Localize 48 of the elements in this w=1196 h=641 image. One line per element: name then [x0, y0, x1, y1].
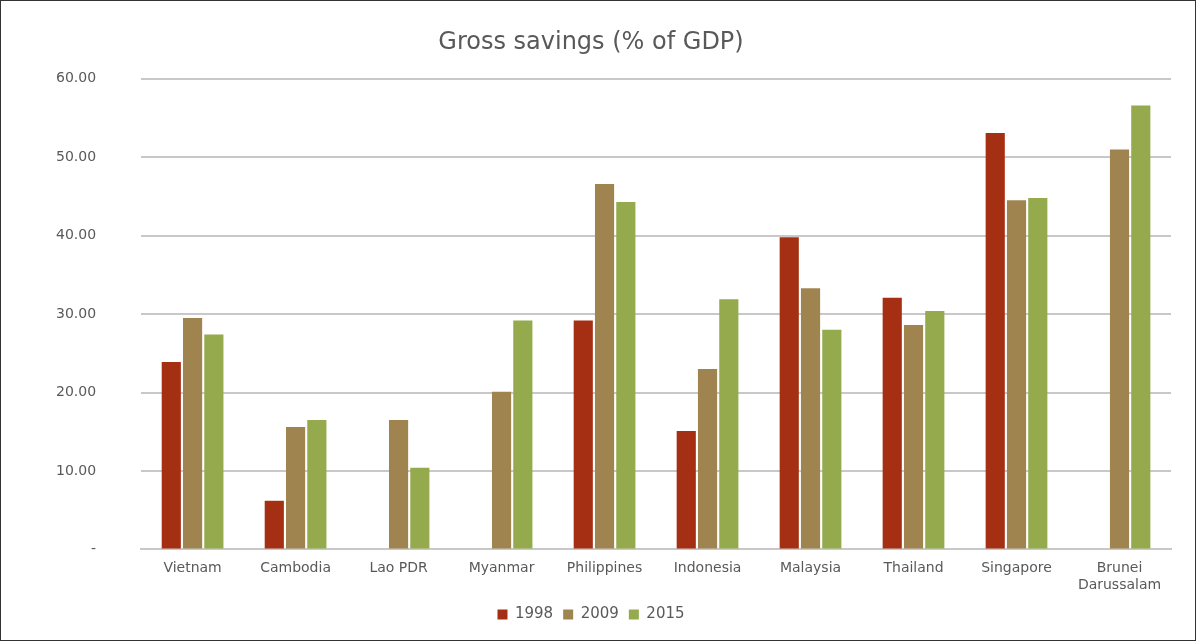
y-tick-label: 40.00: [55, 226, 97, 243]
chart-title: Gross savings (% of GDP): [438, 26, 744, 55]
bar: [1109, 149, 1130, 549]
y-tick-label: 60.00: [55, 69, 97, 86]
bar: [285, 427, 306, 549]
legend-label: 2015: [646, 604, 685, 623]
bar: [719, 299, 739, 549]
bar: [204, 334, 224, 549]
bar: [491, 391, 512, 549]
bar: [1006, 200, 1027, 549]
y-tick-label: -: [91, 540, 97, 557]
bar: [697, 369, 718, 549]
bar: [183, 318, 203, 549]
bar: [822, 329, 842, 549]
bar: [882, 297, 902, 549]
bar: [676, 430, 696, 549]
bar: [1028, 198, 1048, 549]
x-tick-label: Indonesia: [673, 559, 742, 576]
x-tick-label: Singapore: [981, 559, 1052, 576]
bar: [594, 183, 615, 549]
x-tick-label: Philippines: [566, 559, 643, 576]
x-tick-label: Myanmar: [468, 559, 535, 576]
x-tick-label: Lao PDR: [369, 559, 428, 576]
bar: [410, 467, 430, 549]
y-tick-label: 10.00: [55, 461, 97, 478]
bar: [573, 320, 593, 549]
bar: [513, 320, 533, 549]
bar: [161, 361, 181, 549]
bar: [800, 288, 821, 549]
legend-label: 1998: [514, 604, 554, 623]
x-tick-label: Cambodia: [260, 559, 331, 576]
x-tick-label: Thailand: [882, 559, 944, 576]
bar: [779, 237, 799, 549]
y-tick-label: 50.00: [55, 147, 97, 164]
bar: [925, 310, 945, 549]
bar: [616, 201, 636, 549]
bar: [985, 132, 1005, 549]
y-tick-label: 30.00: [55, 304, 97, 321]
bar: [903, 325, 924, 549]
bar: [388, 419, 409, 549]
bar: [1131, 105, 1151, 549]
bar: [307, 419, 327, 549]
x-tick-label: Malaysia: [779, 559, 842, 576]
y-tick-label: 20.00: [55, 383, 97, 400]
x-tick-label: Brunei Darussalam: [1077, 559, 1162, 593]
x-tick-label: Vietnam: [163, 559, 222, 576]
legend-label: 2009: [580, 604, 619, 623]
bar: [264, 500, 284, 549]
